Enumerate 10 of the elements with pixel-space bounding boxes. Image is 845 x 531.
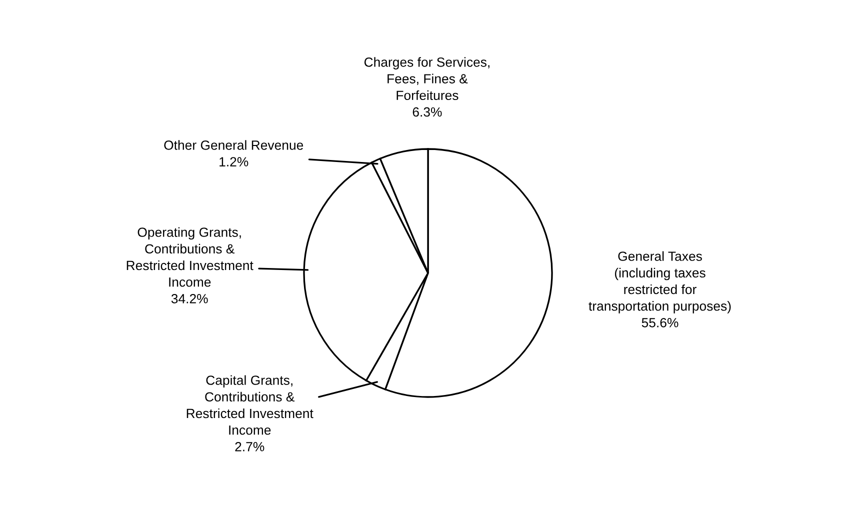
- slice-label: Operating Grants, Contributions & Restricted Investment Income: [126, 227, 254, 287]
- data-label: 1.2%: [220, 157, 248, 166]
- slice-label: Charges for Services, Fees, Fines & Forfeitures: [364, 57, 490, 100]
- data-label: 2.7%: [235, 442, 264, 452]
- data-label: 55.6%: [642, 318, 678, 328]
- data-label: 6.3%: [412, 107, 442, 117]
- slice-label: Capital Grants, Contributions & Restricted Investment Income: [186, 375, 314, 435]
- slice-label: General Taxes (including taxes restricted for transportation purposes): [588, 251, 731, 314]
- slice-label: Other General Revenue: [164, 140, 304, 150]
- data-label: 34.2%: [171, 294, 208, 304]
